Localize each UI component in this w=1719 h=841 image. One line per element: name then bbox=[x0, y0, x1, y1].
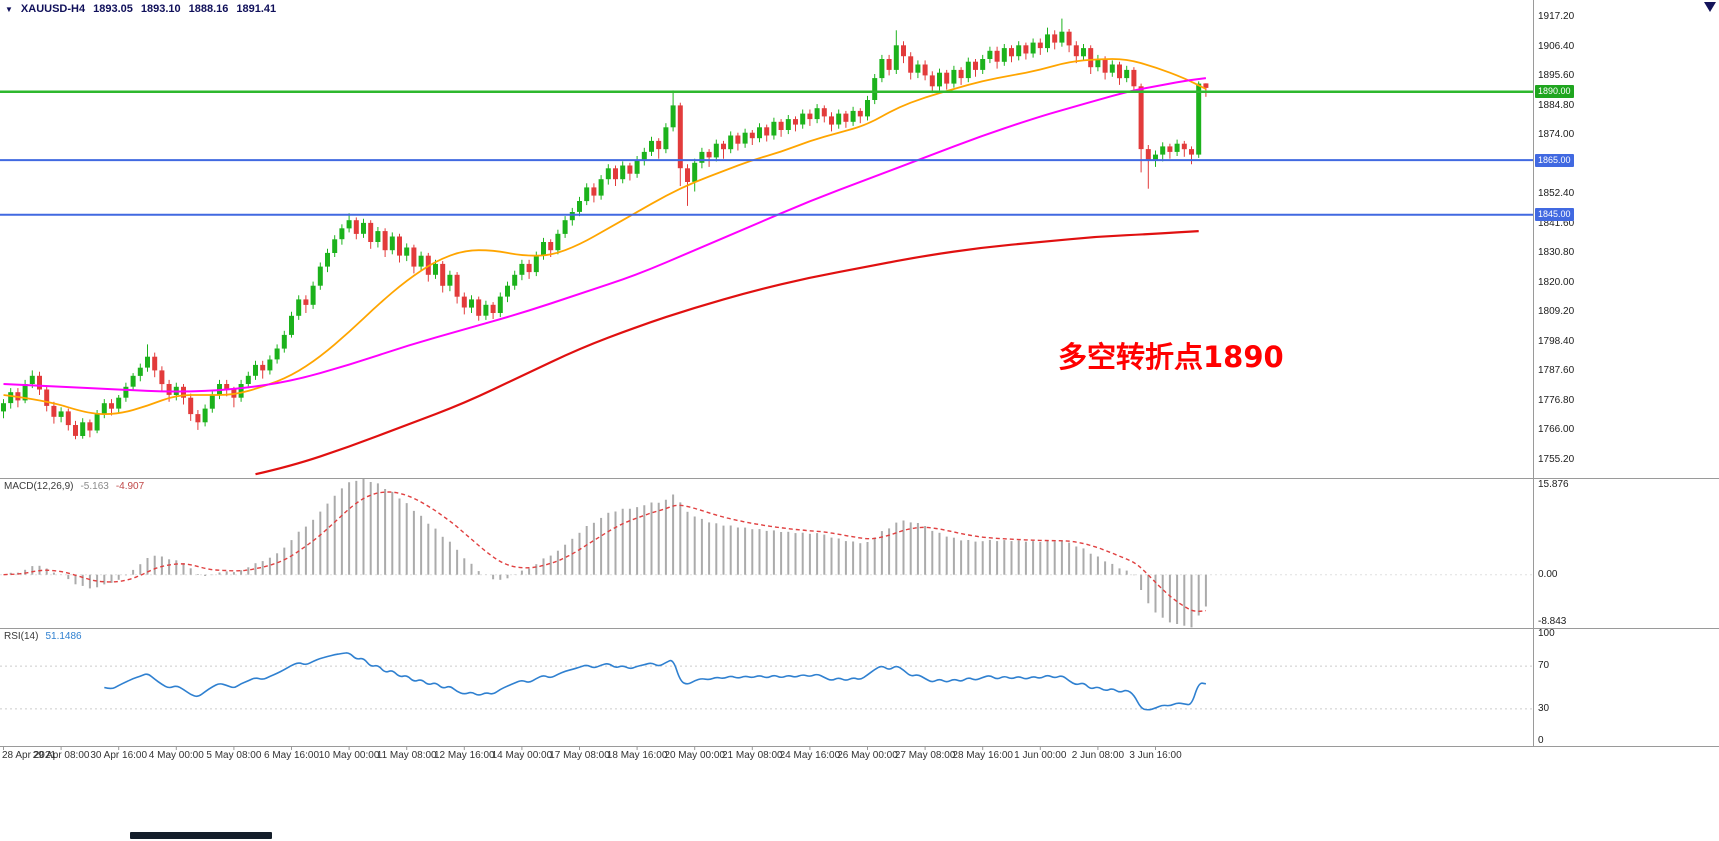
price-line-tag: 1890.00 bbox=[1535, 85, 1574, 99]
ohlc-low: 1888.16 bbox=[188, 3, 229, 15]
timeline-label: 29 Apr 08:00 bbox=[32, 750, 90, 761]
macd-tick-label: 15.876 bbox=[1538, 479, 1569, 490]
rsi-tick-label: 70 bbox=[1538, 660, 1550, 672]
scrollbar-thumb[interactable] bbox=[130, 832, 272, 839]
timeline-label: 14 May 00:00 bbox=[491, 750, 553, 761]
price-line-tag: 1845.00 bbox=[1535, 208, 1574, 222]
macd-signal-value: -4.907 bbox=[115, 481, 145, 492]
ma-fast-line bbox=[3, 58, 1207, 416]
price-tick-label: 1798.40 bbox=[1538, 335, 1575, 347]
timeline-label: 6 May 16:00 bbox=[263, 750, 320, 761]
ma-slow-line bbox=[255, 230, 1199, 476]
macd-tick-label: -8.843 bbox=[1538, 616, 1567, 627]
candles-layer bbox=[1, 18, 1209, 440]
symbol-dropdown-icon[interactable]: ▼ bbox=[5, 4, 13, 14]
ma-mid-line bbox=[3, 77, 1207, 393]
ohlc-close: 1891.41 bbox=[236, 3, 277, 15]
timeline-label: 17 May 08:00 bbox=[549, 750, 610, 761]
ohlc-open: 1893.05 bbox=[93, 3, 133, 15]
macd-main-value: -5.163 bbox=[80, 481, 109, 492]
price-tick-label: 1766.00 bbox=[1538, 424, 1575, 436]
price-tick-label: 1895.60 bbox=[1538, 70, 1575, 82]
rsi-tick-label: 30 bbox=[1538, 702, 1550, 714]
rsi-indicator-label: RSI(14) 51.1486 bbox=[4, 631, 82, 642]
rsi-name: RSI(14) bbox=[4, 631, 39, 642]
price-tick-label: 1906.40 bbox=[1538, 40, 1575, 52]
price-tick-label: 1755.20 bbox=[1538, 453, 1575, 465]
timeline-label: 1 Jun 00:00 bbox=[1014, 750, 1067, 761]
rsi-tick-label: 100 bbox=[1538, 628, 1555, 639]
rsi-layer bbox=[0, 652, 1533, 711]
timeline[interactable]: 28 Apr 2021 29 Apr 08:00 30 Apr 16:00 4 May… bbox=[0, 747, 1533, 767]
timeline-label: 26 May 00:00 bbox=[837, 750, 898, 761]
price-line-tag: 1865.00 bbox=[1535, 153, 1574, 167]
moving-averages-layer bbox=[3, 58, 1207, 476]
timeline-label: 11 May 08:00 bbox=[376, 750, 437, 761]
price-tick-label: 1874.00 bbox=[1538, 129, 1575, 141]
timeline-label: 3 Jun 16:00 bbox=[1129, 750, 1182, 761]
timeline-label: 10 May 00:00 bbox=[318, 750, 380, 761]
ohlc-high: 1893.10 bbox=[140, 3, 181, 15]
price-scale[interactable]: 1917.201906.401895.601884.801874.001863.… bbox=[1534, 0, 1719, 768]
chart-shift-marker-icon[interactable] bbox=[1704, 2, 1716, 12]
macd-layer bbox=[0, 479, 1533, 628]
timeline-label: 30 Apr 16:00 bbox=[90, 750, 148, 761]
macd-name: MACD(12,26,9) bbox=[4, 481, 74, 492]
timeline-label: 28 Apr 2021 bbox=[2, 750, 56, 761]
price-tick-label: 1852.40 bbox=[1538, 188, 1575, 200]
price-tick-label: 1884.80 bbox=[1538, 99, 1575, 111]
panel-separators bbox=[0, 0, 1719, 750]
price-tick-label: 1776.80 bbox=[1538, 394, 1575, 406]
price-tick-label: 1820.00 bbox=[1538, 276, 1575, 288]
symbol-info: ▼ XAUUSD-H4 1893.05 1893.10 1888.16 1891… bbox=[5, 3, 276, 15]
timeline-label: 5 May 08:00 bbox=[206, 750, 262, 761]
timeline-label: 24 May 16:00 bbox=[779, 750, 841, 761]
horizontal-scrollbar[interactable] bbox=[0, 831, 1719, 841]
horizontal-lines-layer[interactable] bbox=[0, 90, 1533, 216]
timeline-label: 2 Jun 08:00 bbox=[1071, 750, 1125, 761]
price-tick-label: 1809.20 bbox=[1538, 306, 1575, 318]
timeline-label: 12 May 16:00 bbox=[433, 750, 495, 761]
rsi-value: 51.1486 bbox=[45, 631, 82, 642]
timeline-label: 28 May 16:00 bbox=[952, 750, 1013, 761]
chart-annotation: 多空转折点1890 bbox=[1058, 340, 1284, 374]
price-tick-label: 1787.60 bbox=[1538, 365, 1575, 377]
timeline-label: 21 May 08:00 bbox=[721, 750, 783, 761]
timeline-label: 27 May 08:00 bbox=[894, 750, 956, 761]
price-tick-label: 1917.20 bbox=[1538, 11, 1575, 23]
macd-tick-label: 0.00 bbox=[1538, 568, 1558, 580]
timeline-label: 18 May 16:00 bbox=[606, 750, 668, 761]
macd-indicator-label: MACD(12,26,9) -5.163 -4.907 bbox=[4, 481, 144, 492]
timeline-label: 4 May 00:00 bbox=[148, 750, 204, 761]
timeline-label: 20 May 00:00 bbox=[664, 750, 725, 761]
symbol-name: XAUUSD-H4 bbox=[20, 3, 86, 15]
price-tick-label: 1830.80 bbox=[1538, 247, 1575, 259]
price-tick-label: 1841.60 bbox=[1538, 217, 1575, 229]
rsi-tick-label: 0 bbox=[1538, 735, 1544, 746]
